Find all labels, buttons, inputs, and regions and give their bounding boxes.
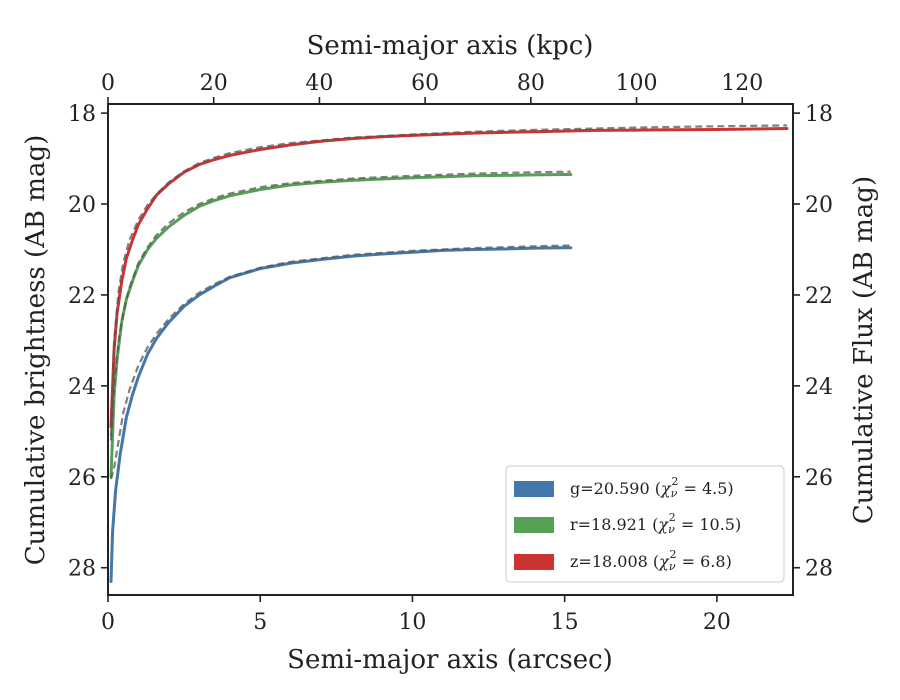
legend-swatch-r <box>514 517 554 533</box>
model-fit-line-z <box>109 124 787 436</box>
y-right-tick-label: 24 <box>805 375 833 400</box>
x-tick-label: 20 <box>703 610 731 635</box>
x-top-tick-label: 0 <box>101 71 115 96</box>
y-right-axis-label: Cumulative Flux (AB mag) <box>849 176 879 524</box>
series-line-g <box>109 246 573 583</box>
y-tick-label: 22 <box>68 284 96 309</box>
y-tick-label: 20 <box>68 193 96 218</box>
y-right-tick-label: 18 <box>805 102 833 127</box>
model-fit-line-g <box>109 244 571 480</box>
legend-entry-z: z=18.008 (χν2 = 6.8) <box>570 548 732 573</box>
x-top-tick-label: 80 <box>517 71 545 96</box>
x-tick-label: 15 <box>551 610 579 635</box>
y-tick-label: 24 <box>68 375 96 400</box>
legend-swatch-g <box>514 481 554 497</box>
y-right-tick-label: 22 <box>805 284 833 309</box>
plot-frame <box>107 103 794 596</box>
legend-entry-r: r=18.921 (χν2 = 10.5) <box>570 511 741 536</box>
y-axis-label: Cumulative brightness (AB mag) <box>21 135 51 566</box>
x-top-tick-label: 40 <box>305 71 333 96</box>
y-right-tick-label: 28 <box>805 557 833 582</box>
legend-box <box>505 465 785 583</box>
x-axis-label: Semi-major axis (arcsec) <box>287 645 613 675</box>
x-tick-label: 5 <box>253 610 267 635</box>
x-top-tick-label: 100 <box>616 71 658 96</box>
x-tick-label: 0 <box>101 610 115 635</box>
x-top-axis-label: Semi-major axis (kpc) <box>307 31 594 61</box>
x-top-tick-label: 120 <box>721 71 763 96</box>
y-tick-label: 28 <box>68 557 96 582</box>
model-fit-line-r <box>109 170 571 441</box>
x-tick-label: 10 <box>398 610 426 635</box>
model-fit-layer <box>109 124 787 480</box>
legend: g=20.590 (χν2 = 4.5) r=18.921 (χν2 = 10.… <box>505 465 785 583</box>
y-right-tick-label: 26 <box>805 466 833 491</box>
y-tick-label: 18 <box>68 102 96 127</box>
x-top-tick-label: 60 <box>411 71 439 96</box>
legend-swatch-z <box>514 554 554 570</box>
x-top-tick-label: 20 <box>200 71 228 96</box>
series-line-z <box>109 127 789 429</box>
tick-layer: 0 5 10 15 20 0 20 40 60 80 100 120 18 18 20 20 22 22 24 24 2… <box>68 71 833 635</box>
legend-entry-g: g=20.590 (χν2 = 4.5) <box>570 475 734 500</box>
y-tick-label: 26 <box>68 466 96 491</box>
y-right-tick-label: 20 <box>805 193 833 218</box>
